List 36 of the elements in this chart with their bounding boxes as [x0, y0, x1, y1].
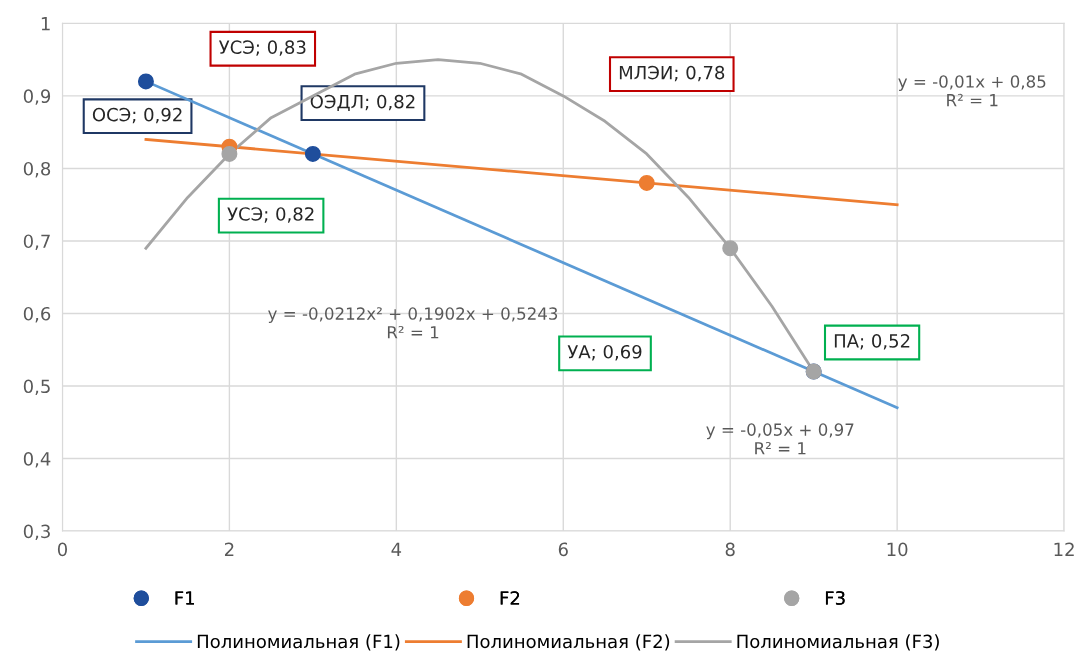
x-tick-label: 2	[224, 542, 234, 556]
y-tick-label: 0,8	[23, 161, 51, 178]
annotation: ОСЭ; 0,92	[92, 107, 182, 124]
x-tick-label: 10	[887, 542, 908, 557]
y-tick-label: 0,9	[23, 89, 51, 105]
annotation: УСЭ; 0,82	[227, 207, 314, 223]
point	[304, 145, 321, 162]
annotation: ОЭДЛ; 0,82	[310, 94, 415, 111]
point	[638, 174, 655, 191]
legend-label: Полиномиальная (F2)	[467, 634, 670, 651]
annotation: МЛЭИ; 0,78	[619, 65, 725, 82]
x-tick-label: 0	[57, 542, 68, 557]
point	[722, 240, 739, 257]
legend-label: Полиномиальная (F3)	[737, 634, 939, 651]
y-tick-label: 0,6	[23, 306, 51, 323]
legend-label: F1	[175, 591, 194, 605]
annotation: ПА; 0,52	[834, 334, 910, 350]
legend-label: Полиномиальная (F1)	[197, 634, 400, 651]
y-tick-label: 0,4	[23, 451, 51, 468]
y-tick-label: 0,5	[23, 379, 50, 395]
y-tick-label: 1	[41, 17, 50, 31]
x-tick-label: 8	[725, 542, 735, 557]
x-tick-label: 4	[391, 542, 402, 556]
point	[137, 73, 154, 90]
annotation: y = -0,05x + 0,97 R² = 1	[706, 423, 854, 455]
legend-label: F3	[825, 591, 845, 605]
y-tick-label: 0,3	[23, 524, 50, 541]
x-tick-label: 12	[1054, 542, 1074, 556]
annotation: УА; 0,69	[567, 344, 642, 361]
annotation: y = -0,01x + 0,85 R² = 1	[898, 75, 1046, 107]
annotation: y = -0,0212x² + 0,1902x + 0,5243 R² = 1	[268, 307, 558, 339]
x-tick-label: 6	[558, 542, 568, 557]
annotation: УСЭ; 0,83	[218, 40, 306, 56]
point	[221, 145, 238, 162]
legend-label: F2	[500, 591, 520, 605]
y-tick-label: 0,7	[23, 234, 50, 250]
